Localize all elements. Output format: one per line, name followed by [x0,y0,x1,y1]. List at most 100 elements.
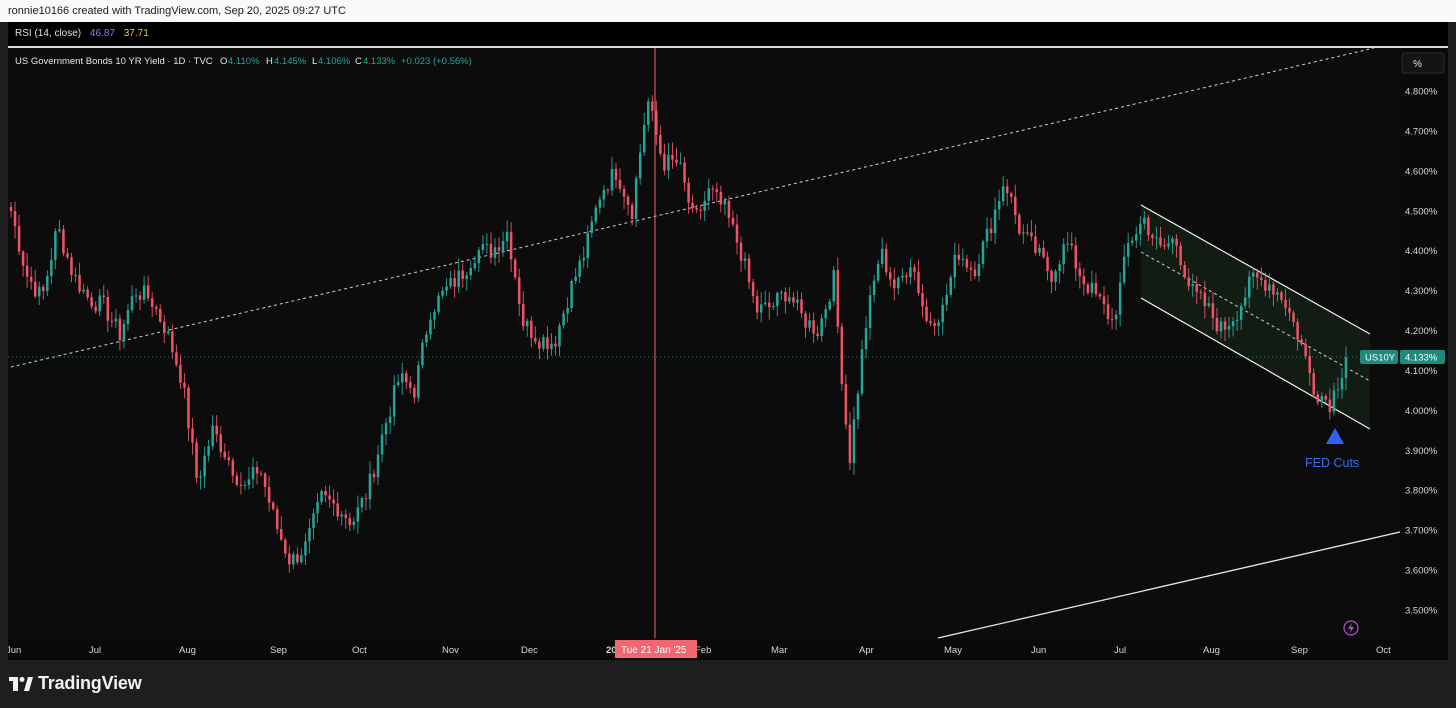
price-chart[interactable]: 4.800% 4.700% 4.600% 4.500% 4.400% 4.300% 4.20… [8,48,1448,660]
pane-separator[interactable] [8,46,1448,48]
candle-body[interactable] [150,298,154,307]
candle-body[interactable] [207,446,210,456]
candle-body[interactable] [1320,395,1324,403]
candle-body[interactable] [989,228,993,234]
candle-body[interactable] [1018,215,1021,234]
candle-body[interactable] [275,509,279,530]
candle-body[interactable] [122,324,126,341]
candle-body[interactable] [1203,292,1207,307]
candle-body[interactable] [618,179,622,189]
candle-body[interactable] [62,229,65,254]
candle-body[interactable] [1135,234,1138,241]
candle-body[interactable] [917,271,920,293]
candle-body[interactable] [134,295,138,297]
candle-body[interactable] [836,270,840,327]
candle-body[interactable] [711,188,715,190]
candle-body[interactable] [37,286,41,297]
chart-background[interactable] [8,48,1448,660]
candle-body[interactable] [844,383,848,425]
candle-body[interactable] [647,101,650,125]
lightning-icon[interactable] [1343,620,1359,636]
time-axis[interactable] [8,638,1400,660]
candle-body[interactable] [114,318,118,322]
candle-body[interactable] [634,178,638,219]
candle-body[interactable] [909,267,912,278]
candle-body[interactable] [784,292,787,302]
candle-body[interactable] [1276,292,1279,295]
candle-body[interactable] [1118,282,1122,315]
candle-body[interactable] [142,285,146,300]
fed-cuts-annotation[interactable]: FED Cuts [1305,456,1359,470]
candle-body[interactable] [1171,238,1174,244]
candle-body[interactable] [703,200,706,211]
candle-body[interactable] [437,295,440,312]
candle-body[interactable] [449,278,452,287]
candle-body[interactable] [590,221,594,233]
candle-body[interactable] [465,275,469,279]
candle-body[interactable] [1231,321,1235,327]
candle-body[interactable] [98,295,101,312]
candle-body[interactable] [1147,217,1150,235]
candle-body[interactable] [1207,303,1211,307]
candle-body[interactable] [469,268,473,276]
candle-body[interactable] [1026,232,1029,234]
candle-body[interactable] [667,154,670,171]
candle-body[interactable] [767,302,771,308]
candle-body[interactable] [1260,277,1263,281]
candle-body[interactable] [405,373,408,383]
candle-body[interactable] [570,280,573,308]
long-term-dashed-trendline[interactable] [10,48,1375,368]
candle-body[interactable] [473,263,477,269]
candle-body[interactable] [316,501,319,514]
candle-body[interactable] [300,555,303,563]
candle-body[interactable] [497,247,501,251]
candle-body[interactable] [812,320,815,334]
candle-body[interactable] [227,457,231,461]
candle-body[interactable] [1324,395,1328,400]
candle-body[interactable] [695,207,698,210]
candle-body[interactable] [477,249,481,264]
tradingview-logo[interactable]: TradingView [9,673,142,694]
candle-body[interactable] [158,308,162,322]
candle-body[interactable] [630,204,634,219]
candle-body[interactable] [1187,277,1190,287]
candle-body[interactable] [1009,193,1013,197]
candle-body[interactable] [320,491,323,502]
candle-body[interactable] [94,306,97,312]
candle-body[interactable] [973,269,977,277]
candle-body[interactable] [1211,303,1215,318]
candle-body[interactable] [659,134,662,154]
candle-body[interactable] [997,201,1001,210]
candle-body[interactable] [235,475,239,485]
candle-body[interactable] [534,338,537,342]
candle-body[interactable] [723,200,727,205]
candle-body[interactable] [58,229,61,232]
candle-body[interactable] [1050,270,1053,282]
candle-body[interactable] [195,442,198,478]
candle-body[interactable] [21,251,25,266]
candle-body[interactable] [1062,244,1065,265]
candle-body[interactable] [251,467,255,480]
candle-body[interactable] [1268,284,1271,291]
candle-body[interactable] [554,343,557,347]
candle-body[interactable] [9,206,13,211]
candle-body[interactable] [755,295,759,313]
candle-body[interactable] [852,419,856,464]
candle-body[interactable] [1235,319,1239,322]
candle-body[interactable] [110,320,114,322]
candle-body[interactable] [993,209,997,234]
candle-body[interactable] [1247,276,1251,298]
candle-body[interactable] [578,260,581,277]
candle-body[interactable] [308,528,311,542]
channel-lower-line[interactable] [1140,297,1371,430]
support-trendline[interactable] [937,531,1401,639]
candle-body[interactable] [284,539,287,554]
candle-body[interactable] [13,210,17,227]
candle-body[interactable] [626,196,630,205]
candle-body[interactable] [429,319,432,335]
candle-body[interactable] [1223,321,1227,330]
candle-body[interactable] [707,188,710,201]
candle-body[interactable] [1070,243,1073,246]
candle-body[interactable] [1304,344,1307,357]
candle-body[interactable] [1014,196,1017,216]
